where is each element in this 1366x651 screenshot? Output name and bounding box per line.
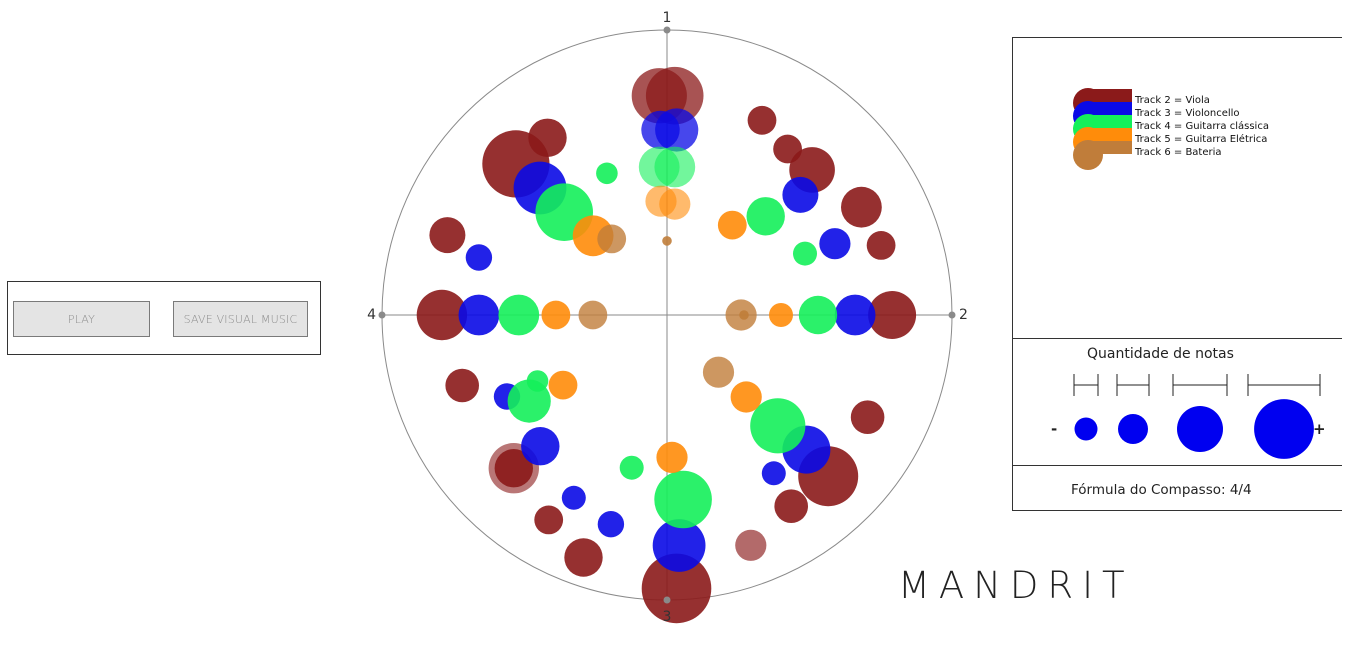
note-track-2 bbox=[841, 186, 882, 228]
beat-marker-1 bbox=[663, 26, 671, 34]
size-sample-4 bbox=[1247, 374, 1321, 459]
note-track-4 bbox=[750, 398, 806, 454]
note-track-6 bbox=[597, 224, 627, 254]
section-divider bbox=[1013, 338, 1342, 339]
plus-label: + bbox=[1313, 420, 1326, 438]
note-track-6 bbox=[578, 300, 608, 330]
beat-label-3: 3 bbox=[663, 609, 672, 625]
note-track-2 bbox=[866, 231, 896, 260]
note-track-2 bbox=[850, 400, 885, 435]
note-track-6 bbox=[739, 310, 749, 320]
notes-layer bbox=[416, 66, 917, 624]
note-track-4 bbox=[638, 146, 680, 188]
note-track-5 bbox=[656, 441, 688, 473]
size-sample-2 bbox=[1116, 374, 1150, 444]
beat-marker-4 bbox=[378, 311, 386, 319]
note-track-3 bbox=[521, 427, 560, 466]
note-track-3 bbox=[834, 294, 876, 336]
section-divider-2 bbox=[1013, 465, 1342, 466]
visual-music-canvas: 1 2 3 4 bbox=[367, 10, 968, 625]
note-track-3 bbox=[782, 176, 819, 213]
beat-marker-3 bbox=[663, 596, 671, 604]
legend-item-track-6: Track 6 = Bateria bbox=[1135, 147, 1222, 158]
brand-logo-text: MANDRIT bbox=[898, 564, 1134, 607]
beat-label-4: 4 bbox=[367, 307, 376, 323]
note-track-4 bbox=[507, 379, 551, 423]
note-track-5 bbox=[730, 381, 762, 413]
play-button[interactable]: PLAY bbox=[13, 301, 150, 337]
note-track-3 bbox=[641, 110, 680, 150]
beat-marker-2 bbox=[948, 311, 956, 319]
note-track-4 bbox=[596, 162, 618, 185]
note-track-2 bbox=[747, 105, 777, 135]
legend-swatch-track-6 bbox=[1073, 140, 1132, 170]
minus-label: - bbox=[1051, 420, 1058, 438]
note-track-2 bbox=[445, 368, 480, 403]
size-sample-3 bbox=[1172, 374, 1228, 452]
note-track-5 bbox=[645, 185, 677, 217]
note-track-3 bbox=[458, 294, 500, 336]
note-track-2 bbox=[429, 217, 466, 254]
note-track-3 bbox=[465, 244, 493, 271]
beat-label-2: 2 bbox=[959, 307, 968, 323]
note-track-4 bbox=[619, 455, 644, 480]
note-track-2 bbox=[641, 553, 712, 624]
note-track-6 bbox=[662, 236, 672, 246]
note-track-5 bbox=[548, 370, 578, 400]
info-panel: Track 2 = Viola Track 3 = Violoncello Tr… bbox=[1012, 37, 1342, 511]
legend-item-track-3: Track 3 = Violoncello bbox=[1135, 108, 1240, 119]
note-track-2 bbox=[416, 289, 468, 341]
note-track-4 bbox=[746, 197, 785, 236]
time-signature: Fórmula do Compasso: 4/4 bbox=[1071, 482, 1252, 498]
save-visual-music-button[interactable]: SAVE VISUAL MUSIC bbox=[173, 301, 308, 337]
note-track-4 bbox=[798, 295, 838, 335]
legend-item-track-4: Track 4 = Guitarra clássica bbox=[1135, 121, 1269, 132]
note-track-5 bbox=[541, 300, 571, 330]
size-sample-1 bbox=[1073, 374, 1099, 441]
note-track-5 bbox=[717, 210, 747, 240]
note-track-3 bbox=[597, 511, 625, 538]
note-track-6 bbox=[702, 356, 735, 388]
note-track-5 bbox=[769, 303, 793, 327]
controls-panel: PLAY SAVE VISUAL MUSIC bbox=[7, 281, 321, 355]
note-track-3 bbox=[761, 461, 786, 486]
legend-item-track-5: Track 5 = Guitarra Elétrica bbox=[1135, 134, 1268, 145]
note-track-3 bbox=[652, 519, 706, 572]
note-track-2 bbox=[534, 505, 564, 535]
note-track-2 bbox=[868, 291, 917, 339]
note-track-2 bbox=[494, 449, 533, 488]
beat-label-1: 1 bbox=[663, 10, 672, 26]
note-track-4 bbox=[793, 241, 817, 266]
note-track-2 bbox=[735, 529, 767, 561]
note-track-4 bbox=[498, 294, 540, 336]
legend-item-track-2: Track 2 = Viola bbox=[1135, 95, 1210, 106]
notes-quantity-title: Quantidade de notas bbox=[1087, 346, 1234, 362]
notes-size-scale bbox=[1073, 374, 1321, 459]
legend-swatches bbox=[1073, 88, 1132, 170]
note-track-4 bbox=[654, 470, 712, 529]
note-track-3 bbox=[819, 228, 851, 260]
note-track-2 bbox=[564, 538, 603, 577]
note-track-3 bbox=[561, 485, 586, 510]
note-track-2 bbox=[774, 489, 808, 523]
